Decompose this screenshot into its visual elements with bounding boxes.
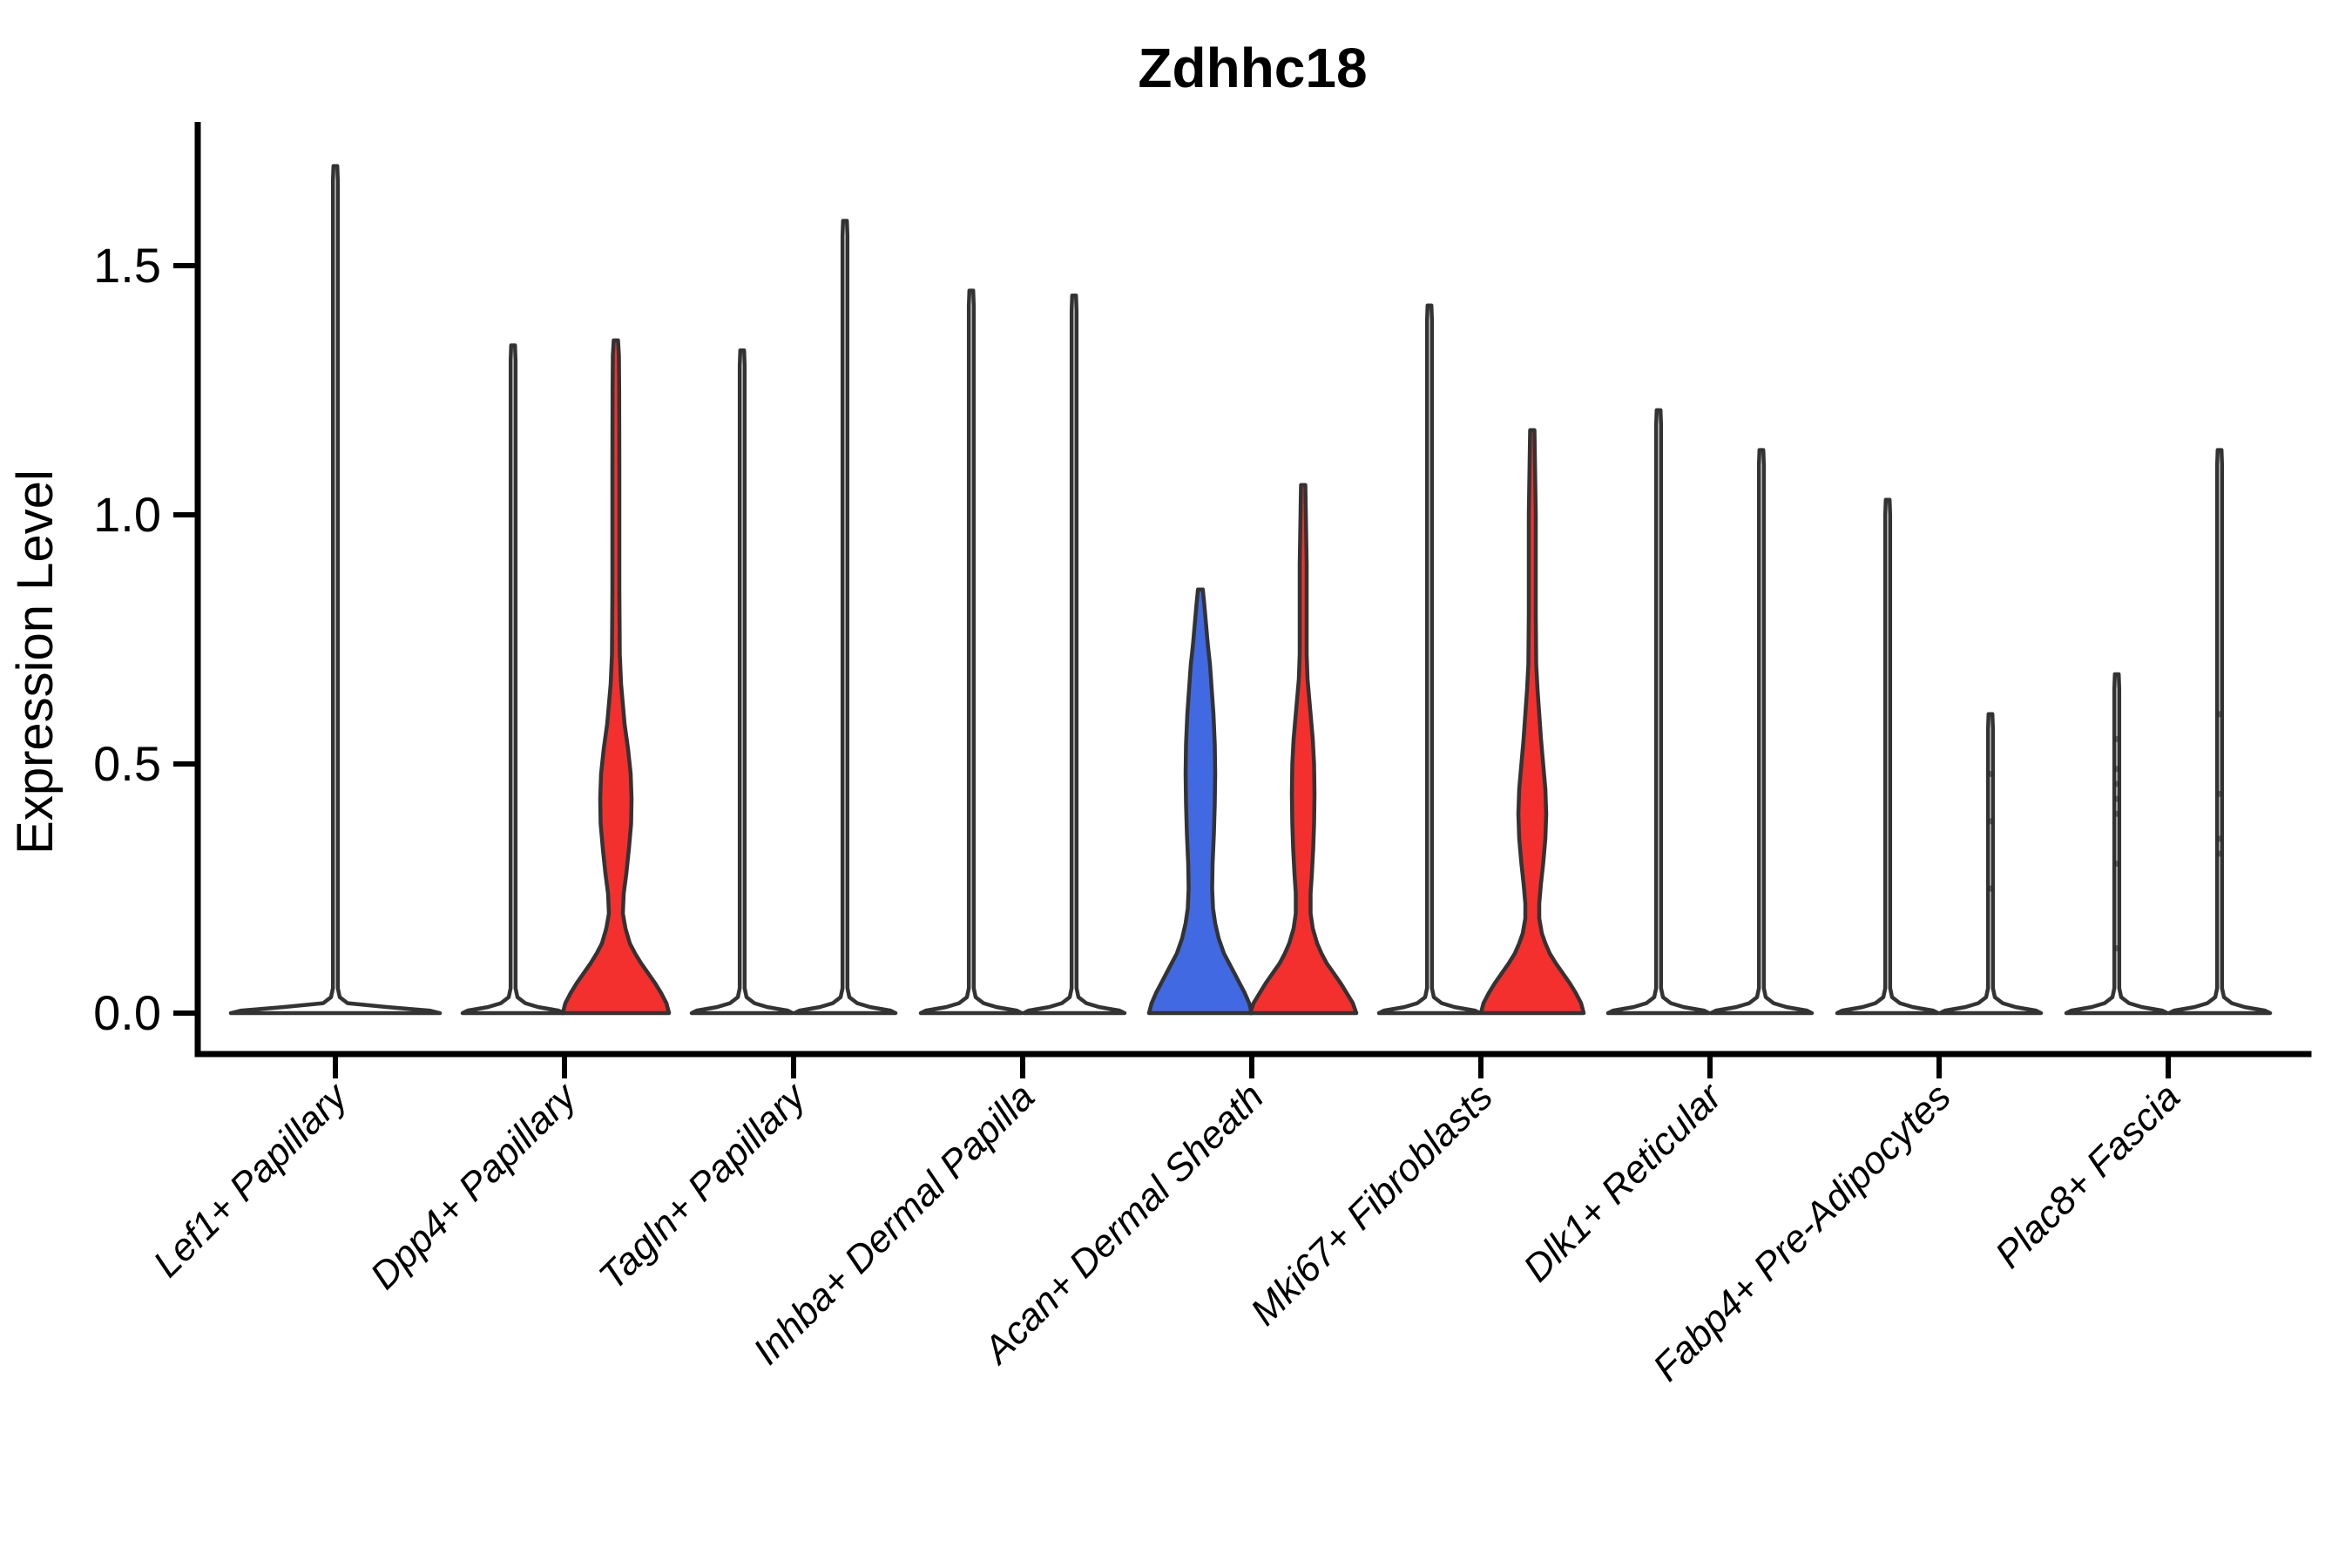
violin-mki67-right xyxy=(1478,428,1586,1016)
left-spine xyxy=(194,122,201,1058)
expression-dot xyxy=(2217,835,2222,842)
violin-dlk1-left xyxy=(1605,408,1712,1016)
expression-dot xyxy=(2114,735,2119,743)
violin-tagln-left xyxy=(689,348,795,1016)
x-tick-label: Plac8+ Fascia xyxy=(1987,1075,2188,1276)
violin-inhba-right xyxy=(1021,294,1127,1016)
expression-dot xyxy=(2114,945,2119,952)
expression-dot xyxy=(2217,850,2222,857)
violin-plac8-right xyxy=(2166,448,2273,1016)
y-tick-label: 0.0 xyxy=(93,985,161,1040)
violin-inhba-left xyxy=(918,288,1024,1016)
violin-fabp4-left xyxy=(1835,497,1941,1016)
violin-plac8-left xyxy=(2064,672,2170,1016)
violin-dlk1-right xyxy=(1708,448,1815,1016)
expression-dot xyxy=(2114,860,2119,868)
x-tick-label: Dlk1+ Reticular xyxy=(1516,1074,1732,1290)
expression-dot xyxy=(1988,885,1993,892)
violin-lef1-center xyxy=(228,164,443,1016)
chart-title: Zdhhc18 xyxy=(1138,37,1367,99)
violin-dpp4-left xyxy=(460,343,566,1016)
y-tick-label: 0.5 xyxy=(93,736,161,791)
expression-dot xyxy=(2114,810,2119,817)
violin-fabp4-right xyxy=(1937,712,2044,1016)
violin-mki67-left xyxy=(1376,303,1483,1016)
x-tick-label: Dpp4+ Papillary xyxy=(362,1073,586,1297)
violin-tagln-right xyxy=(792,219,898,1016)
x-tick-label: Tagln+ Papillary xyxy=(591,1073,815,1298)
x-axis-ticks xyxy=(333,1054,2171,1078)
x-tick-label: Lef1+ Papillary xyxy=(145,1073,357,1285)
expression-dot xyxy=(2217,790,2222,797)
violin-dpp4-right xyxy=(560,338,672,1016)
x-tick-label: Mki67+ Fibroblasts xyxy=(1242,1075,1501,1334)
expression-dot xyxy=(1988,818,1993,825)
x-axis-labels: Lef1+ Papillary Dpp4+ Papillary Tagln+ Pap… xyxy=(145,1073,2188,1389)
y-axis-label: Expression Level xyxy=(7,470,64,855)
violin-acan-left xyxy=(1146,587,1254,1016)
y-tick-label: 1.0 xyxy=(93,487,161,542)
expression-dot xyxy=(2217,711,2222,718)
expression-dot xyxy=(2114,766,2119,773)
expression-dot xyxy=(1988,770,1993,778)
violin-acan-right xyxy=(1247,483,1359,1016)
violin-shapes xyxy=(228,164,2273,1016)
expression-dot xyxy=(2114,781,2119,787)
y-tick-label: 1.5 xyxy=(93,238,161,293)
y-axis-ticks: 0.0 0.5 1.0 1.5 xyxy=(93,238,198,1040)
expression-dot xyxy=(2114,795,2119,802)
